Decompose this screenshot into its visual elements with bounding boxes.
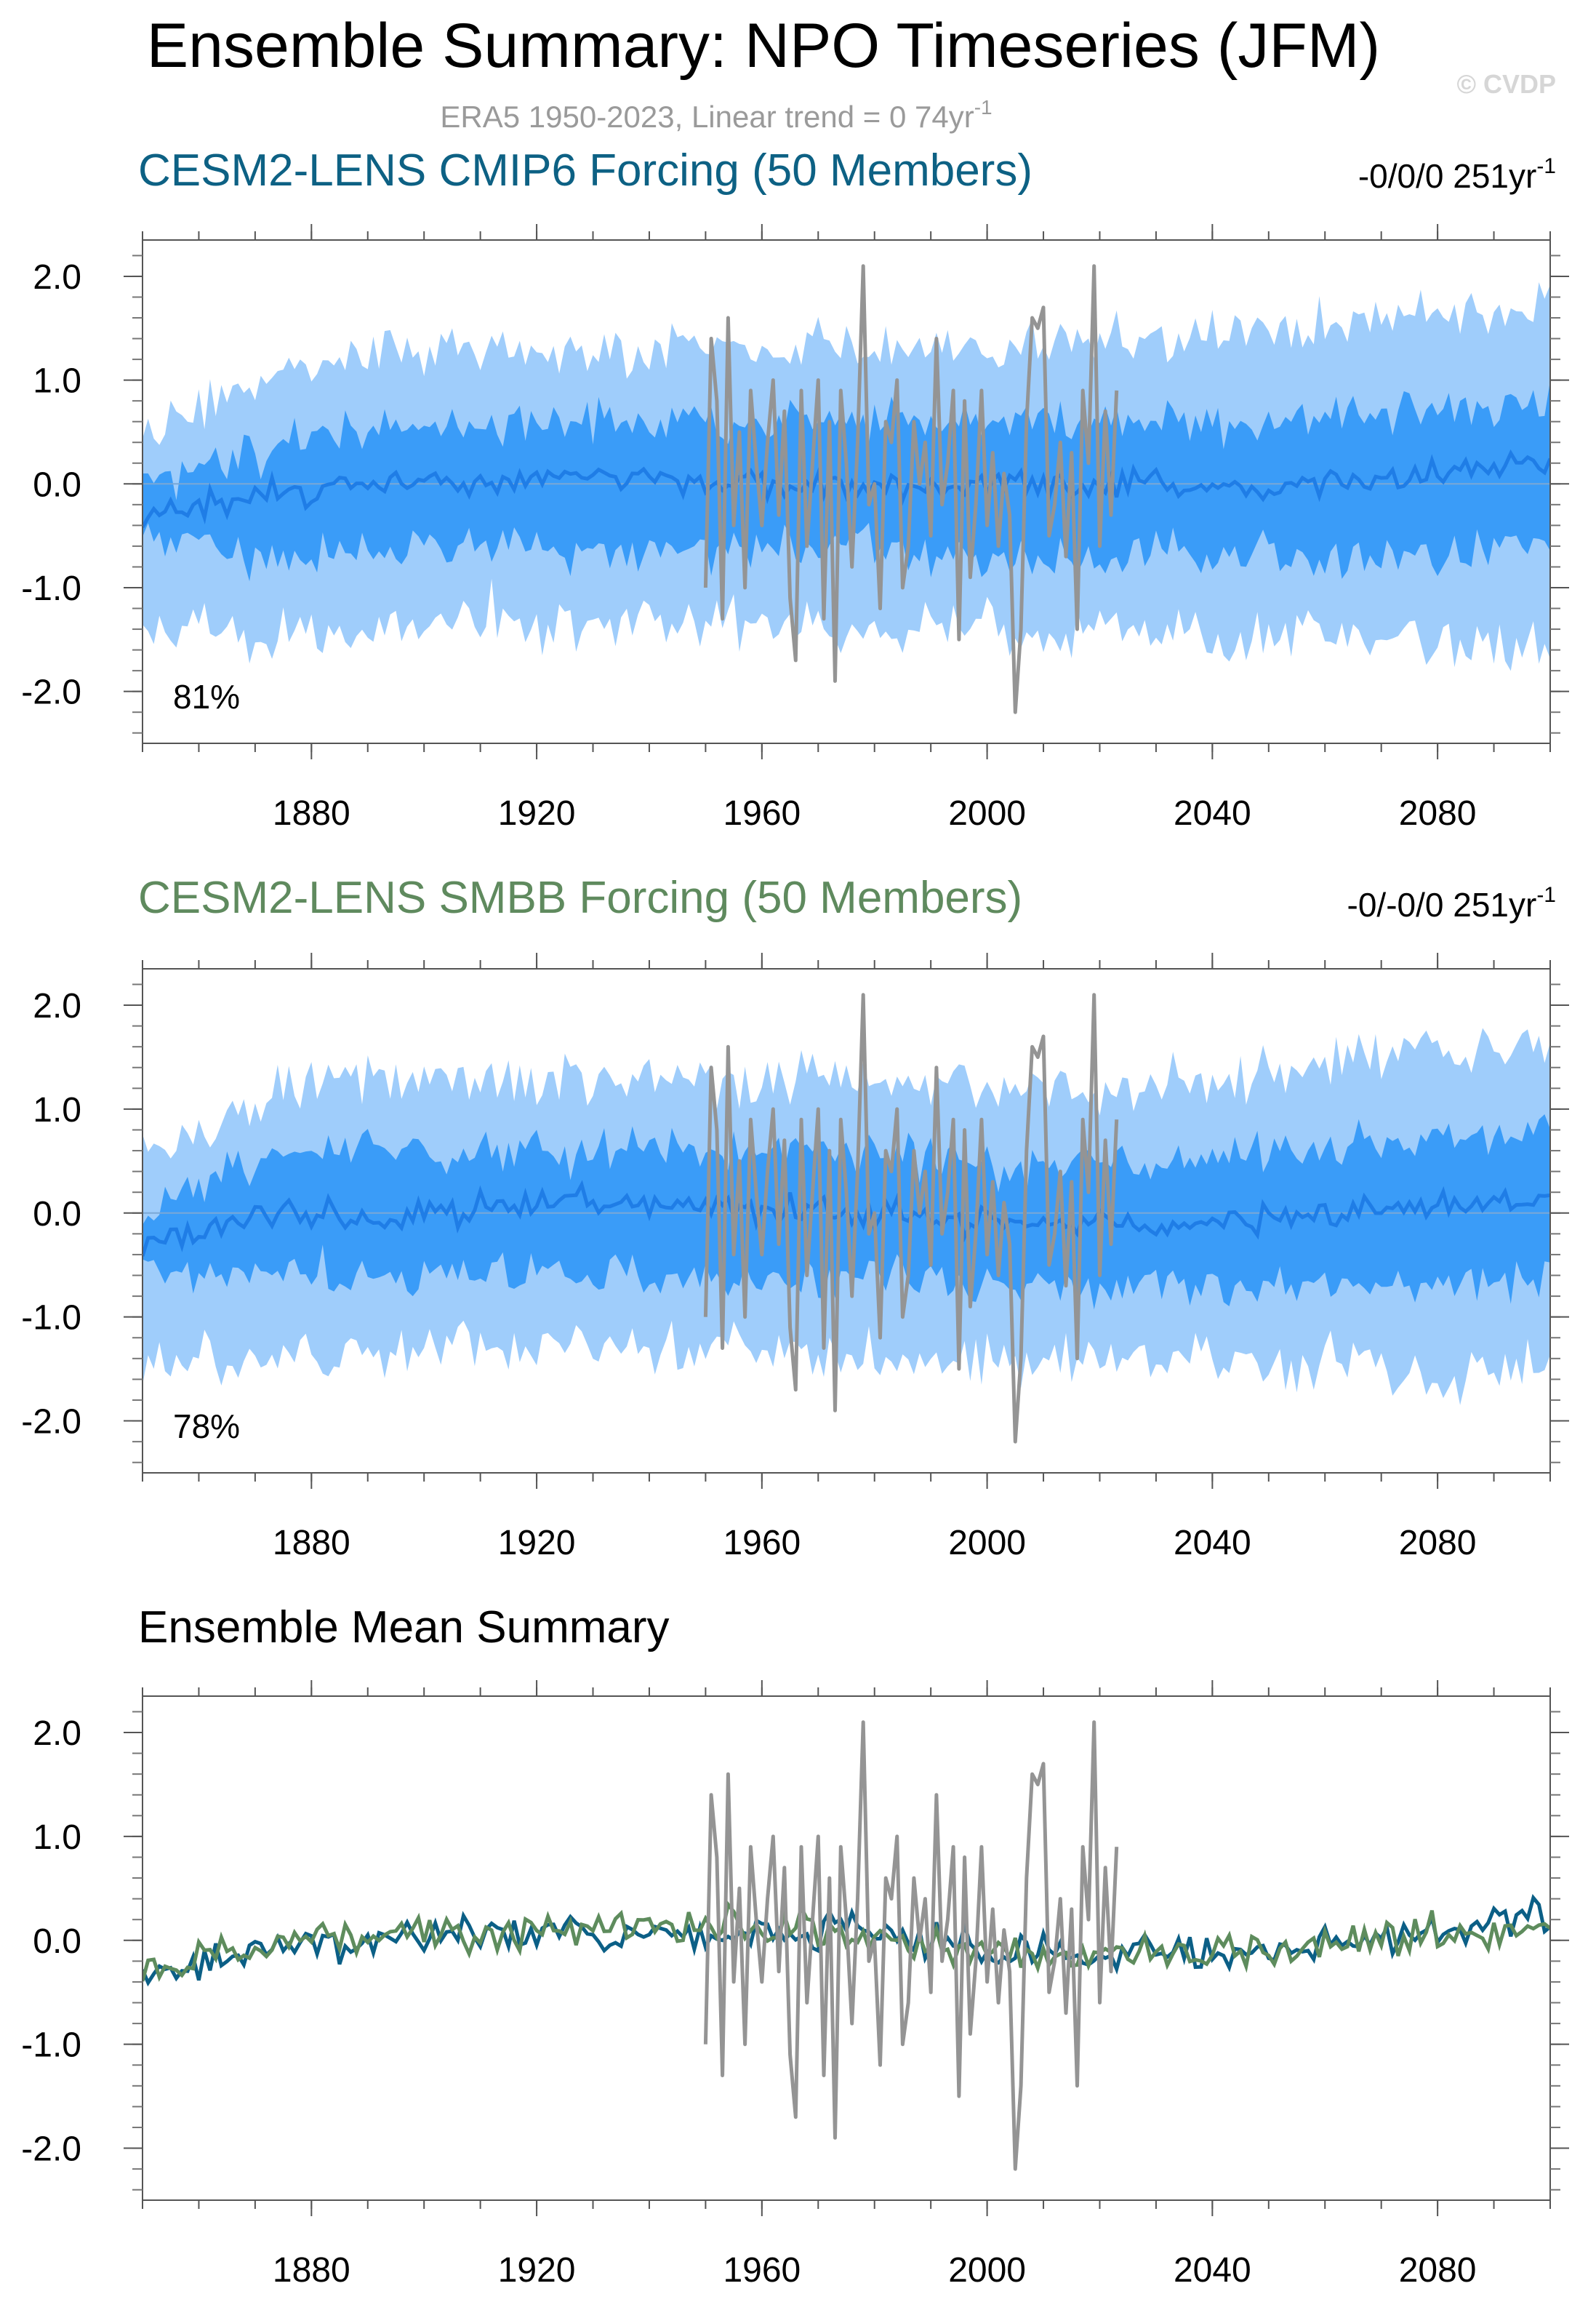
percent-label: 81% <box>173 678 240 716</box>
x-tick-label: 2040 <box>1174 1524 1251 1562</box>
x-tick-label: 2040 <box>1174 2251 1251 2290</box>
plot-frame <box>142 1695 1551 2201</box>
panel-cmip6: CESM2-LENS CMIP6 Forcing (50 Members) -0/… <box>21 145 1569 833</box>
x-tick-label: 1880 <box>273 2251 350 2290</box>
x-tick-label: 1920 <box>498 794 576 833</box>
x-tick-label: 2080 <box>1399 2251 1477 2290</box>
x-tick-label: 1880 <box>273 1524 350 1562</box>
trend-sup: -1 <box>1536 154 1556 178</box>
x-tick-label: 1960 <box>723 794 801 833</box>
x-tick-label: 1880 <box>273 794 350 833</box>
x-tick-label: 1920 <box>498 1524 576 1562</box>
x-tick-label: 1960 <box>723 1524 801 1562</box>
y-tick-label: 2.0 <box>33 1714 81 1753</box>
watermark: © CVDP <box>1456 69 1556 99</box>
y-tick-label: 0.0 <box>33 1195 81 1234</box>
y-tick-label: -1.0 <box>21 1299 81 1338</box>
x-tick-label: 2000 <box>948 1524 1026 1562</box>
y-tick-label: -1.0 <box>21 569 81 608</box>
main-title: Ensemble Summary: NPO Timeseries (JFM) <box>147 11 1380 81</box>
x-tick-label: 2080 <box>1399 794 1477 833</box>
y-tick-label: 1.0 <box>33 1091 81 1130</box>
plot-area <box>143 993 1550 1444</box>
plot-area <box>143 264 1550 714</box>
plot-area <box>143 1720 1550 2171</box>
y-tick-label: 0.0 <box>33 465 81 504</box>
observed-line <box>703 264 1119 714</box>
y-tick-label: 2.0 <box>33 987 81 1026</box>
plot-frame <box>142 968 1551 1474</box>
panel-title: CESM2-LENS SMBB Forcing (50 Members) <box>138 873 1022 923</box>
panel-smbb: CESM2-LENS SMBB Forcing (50 Members) -0/-… <box>21 873 1569 1562</box>
panel-ensemble-mean: Ensemble Mean Summary 1880 1920 1960 2000 204… <box>21 1602 1569 2290</box>
x-tick-label: 2080 <box>1399 1524 1477 1562</box>
percent-label: 78% <box>173 1407 240 1445</box>
trend-sup: -1 <box>1536 883 1556 907</box>
y-tick-label: -2.0 <box>21 1403 81 1442</box>
x-tick-label: 1920 <box>498 2251 576 2290</box>
subtitle-sup: -1 <box>974 96 993 119</box>
x-tick-label: 2000 <box>948 794 1026 833</box>
subtitle-text: ERA5 1950-2023, Linear trend = 0 74yr <box>440 100 974 134</box>
y-tick-label: 1.0 <box>33 362 81 401</box>
trend-text: -0/0/0 251yr <box>1358 157 1536 195</box>
y-tick-label: 1.0 <box>33 1818 81 1857</box>
subtitle: ERA5 1950-2023, Linear trend = 0 74yr-1 <box>440 96 992 134</box>
trend-text: -0/-0/0 251yr <box>1347 886 1537 924</box>
plot-frame <box>142 239 1551 744</box>
y-tick-label: -1.0 <box>21 2026 81 2065</box>
panel-title: Ensemble Mean Summary <box>138 1602 670 1652</box>
y-tick-label: -2.0 <box>21 674 81 712</box>
trend-label: -0/-0/0 251yr-1 <box>1347 883 1556 924</box>
observed-line <box>703 1720 1119 2171</box>
y-tick-label: 2.0 <box>33 258 81 297</box>
y-tick-label: 0.0 <box>33 1922 81 1961</box>
x-tick-label: 1960 <box>723 2251 801 2290</box>
x-tick-label: 2000 <box>948 2251 1026 2290</box>
y-tick-label: -2.0 <box>21 2130 81 2169</box>
panel-title: CESM2-LENS CMIP6 Forcing (50 Members) <box>138 145 1032 196</box>
trend-label: -0/0/0 251yr-1 <box>1358 154 1556 195</box>
x-tick-label: 2040 <box>1174 794 1251 833</box>
observed-line <box>703 993 1119 1444</box>
